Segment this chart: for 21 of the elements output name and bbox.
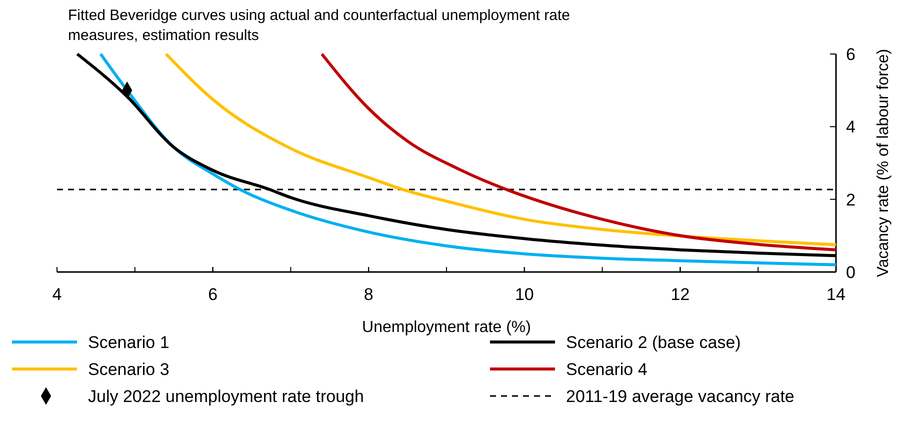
legend-label: July 2022 unemployment rate trough — [88, 387, 364, 406]
legend-label: Scenario 3 — [88, 360, 170, 379]
x-axis-title: Unemployment rate (%) — [362, 319, 531, 336]
chart-title: Fitted Beveridge curves using actual and counterfactual unemployment rate measures, estimation results — [68, 7, 570, 44]
legend-label: Scenario 4 — [566, 360, 648, 379]
y-tick-label: 2 — [846, 190, 856, 210]
x-tick-label: 4 — [52, 285, 62, 304]
x-tick-label: 6 — [208, 285, 218, 304]
line-series — [164, 52, 838, 246]
x-tick-label: 8 — [364, 285, 374, 304]
legend-label: 2011-19 average vacancy rate — [566, 387, 794, 406]
x-tick-label: 14 — [826, 285, 846, 304]
x-tick-label: 10 — [514, 285, 534, 304]
y-axis-title: Vacancy rate (% of labour force) — [875, 48, 892, 278]
y-tick-label: 4 — [846, 118, 856, 137]
y-tick-label: 0 — [846, 263, 856, 282]
y-tick-label: 6 — [846, 45, 856, 64]
legend-label: Scenario 1 — [88, 333, 170, 352]
line-series — [320, 52, 838, 252]
x-tick-label: 12 — [670, 285, 690, 304]
legend-label: Scenario 2 (base case) — [566, 333, 741, 352]
